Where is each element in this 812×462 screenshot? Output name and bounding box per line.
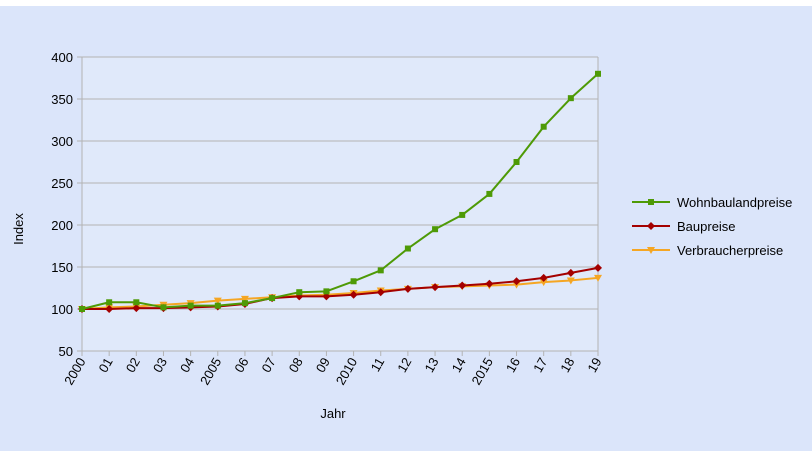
data-point: [376, 288, 385, 297]
y-tick-label: 150: [51, 260, 73, 275]
legend-label: Wohnbaulandpreise: [677, 195, 792, 210]
x-tick-label: 07: [258, 355, 278, 375]
data-point: [512, 277, 521, 286]
data-point: [240, 295, 249, 303]
data-point: [432, 226, 439, 233]
data-point: [403, 284, 412, 293]
data-point: [377, 267, 384, 274]
data-point: [106, 299, 113, 306]
data-point: [594, 263, 602, 272]
legend-label: Baupreise: [677, 219, 736, 234]
legend: Wohnbaulandpreise Baupreise Verbraucherpre…: [632, 195, 792, 258]
axes: [77, 56, 599, 356]
x-tick-label: 02: [123, 355, 143, 375]
plot-area: [82, 57, 598, 351]
data-point: [540, 123, 547, 130]
x-tick-label: 16: [503, 355, 523, 375]
x-tick-label: 01: [96, 355, 116, 375]
y-axis-label: Index: [11, 213, 26, 245]
chart-background: [0, 6, 812, 451]
x-tick-label: 08: [286, 355, 306, 375]
data-point: [296, 289, 303, 296]
data-point: [459, 211, 466, 218]
x-tick-label: 11: [368, 355, 388, 374]
y-tick-label: 350: [51, 92, 73, 107]
y-axis-ticks: 50 100 150 200 250 300 350 400: [51, 50, 73, 359]
data-point: [567, 95, 574, 102]
data-point: [566, 277, 575, 285]
data-point: [132, 304, 141, 313]
data-point: [458, 281, 467, 290]
x-tick-label: 12: [394, 355, 414, 375]
data-point: [187, 302, 194, 309]
data-point: [485, 279, 494, 288]
data-point: [349, 290, 358, 299]
data-point: [133, 299, 140, 306]
series-line: [81, 73, 599, 310]
data-point: [539, 279, 548, 287]
legend-label: Verbraucherpreise: [677, 243, 783, 258]
y-tick-label: 50: [59, 344, 73, 359]
data-point: [539, 273, 548, 282]
data-point: [404, 245, 411, 252]
x-tick-label: 14: [449, 355, 469, 375]
series-wohnbaulandpreise: [79, 70, 601, 312]
x-tick-label: 13: [421, 355, 441, 375]
data-point: [214, 302, 221, 309]
y-tick-label: 100: [51, 302, 73, 317]
data-point: [241, 300, 248, 307]
data-point: [322, 292, 331, 301]
data-series: [78, 70, 602, 313]
x-tick-label: 17: [530, 355, 550, 375]
x-axis-label: Jahr: [320, 406, 346, 421]
data-point: [566, 268, 575, 277]
data-point: [160, 304, 167, 311]
y-tick-label: 400: [51, 50, 73, 65]
data-point: [594, 274, 602, 282]
y-tick-label: 300: [51, 134, 73, 149]
grid-lines: [82, 56, 598, 352]
legend-entry: Verbraucherpreise: [632, 243, 783, 258]
x-tick-label: 06: [231, 355, 251, 375]
series-line: [81, 276, 599, 310]
data-point: [513, 159, 520, 165]
y-tick-label: 200: [51, 218, 73, 233]
x-tick-label: 09: [313, 355, 333, 375]
data-point: [79, 306, 85, 312]
data-point: [323, 288, 330, 295]
x-tick-label: 19: [584, 355, 604, 375]
data-point: [350, 278, 357, 285]
x-tick-label: 04: [177, 355, 197, 375]
data-point: [105, 305, 114, 313]
legend-entry: Baupreise: [632, 219, 736, 234]
legend-entry: Wohnbaulandpreise: [632, 195, 792, 210]
data-point: [595, 70, 601, 77]
data-point: [431, 283, 440, 292]
legend-swatch-marker: [647, 222, 655, 230]
data-point: [486, 190, 493, 197]
legend-swatch-marker: [647, 247, 655, 254]
data-point: [269, 295, 276, 302]
y-tick-label: 250: [51, 176, 73, 191]
x-tick-label: 03: [150, 355, 170, 375]
data-point: [213, 297, 222, 305]
x-tick-label: 18: [557, 355, 577, 375]
legend-swatch-marker: [648, 199, 654, 205]
